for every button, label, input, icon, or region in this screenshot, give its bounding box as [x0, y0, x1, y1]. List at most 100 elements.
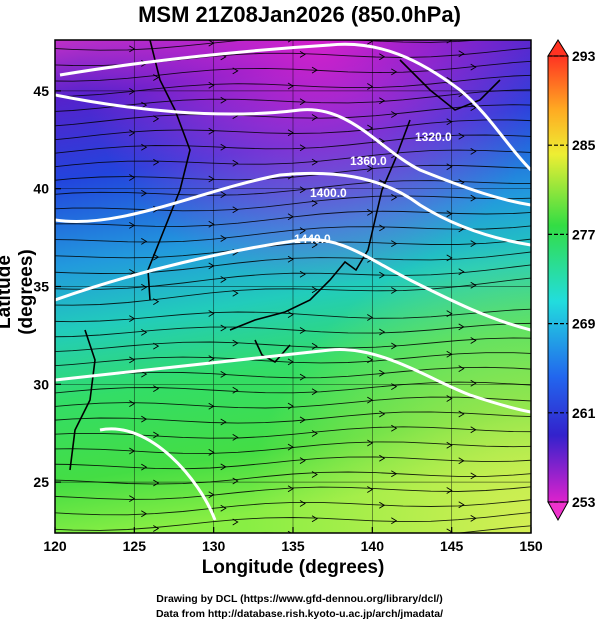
wind-arrowhead [391, 424, 398, 432]
wind-arrowhead [220, 418, 227, 426]
wind-arrowhead [470, 472, 477, 480]
wind-arrowhead [391, 517, 398, 525]
wind-arrowhead [458, 457, 465, 465]
wind-arrowhead [299, 500, 306, 507]
wind-arrowhead [220, 276, 227, 283]
wind-arrowhead [311, 158, 318, 166]
y-axis-ticks: 25 30 35 40 45 [33, 83, 61, 490]
wind-arrowhead [153, 115, 160, 123]
wind-arrowhead [141, 143, 148, 151]
wind-arrowhead [311, 286, 318, 294]
wind-arrowhead [153, 158, 160, 166]
contour-label-1440: 1440.0 [294, 232, 331, 246]
wind-arrowhead [458, 501, 465, 509]
wind-arrowhead [311, 515, 318, 523]
contour-label-1360: 1360.0 [350, 154, 387, 168]
wind-arrowhead [141, 329, 148, 336]
wind-arrowhead [311, 388, 318, 396]
wind-arrowhead [458, 323, 465, 331]
wind-arrowhead [299, 98, 306, 106]
colorbar-tick-label: 285 [572, 137, 596, 153]
wind-arrowhead [220, 96, 227, 104]
wind-arrowhead [391, 68, 398, 76]
x-tick-label: 125 [123, 538, 147, 554]
x-tick-label: 150 [519, 538, 543, 554]
wind-arrowhead [391, 470, 398, 478]
colorbar-tick-label: 269 [572, 316, 596, 332]
wind-arrowhead [220, 191, 227, 198]
wind-arrowhead [470, 337, 477, 344]
graticule [55, 40, 531, 533]
wind-arrowhead [299, 186, 306, 194]
streamline [55, 40, 484, 51]
wind-arrowhead [232, 477, 239, 485]
wind-arrowhead [379, 501, 386, 509]
wind-arrowhead [299, 416, 306, 424]
credit-data-source: Data from http://database.rish.kyoto-u.a… [155, 608, 444, 620]
wind-arrowhead [379, 410, 386, 418]
y-tick-label: 25 [33, 474, 49, 490]
wind-arrowhead [153, 385, 160, 392]
wind-arrowhead [220, 371, 227, 378]
wind-arrowhead [379, 328, 386, 336]
x-tick-label: 130 [202, 538, 226, 554]
x-tick-label: 120 [43, 538, 67, 554]
wind-arrowhead [391, 194, 398, 201]
wind-arrowhead [141, 101, 148, 109]
y-tick-label: 45 [33, 83, 49, 99]
wind-arrowhead [311, 114, 318, 121]
wind-arrowhead [458, 50, 465, 58]
wind-arrowhead [153, 525, 160, 532]
wind-arrowhead [220, 504, 227, 512]
wind-arrowhead [299, 270, 306, 278]
wind-arrowhead [232, 67, 239, 75]
y-tick-label: 40 [33, 181, 49, 197]
colorbar-min-arrow [547, 501, 569, 522]
contour-label-1320: 1320.0 [415, 130, 452, 144]
wind-arrowhead [141, 189, 148, 197]
wind-arrowhead [141, 510, 148, 518]
wind-arrowhead [470, 281, 477, 289]
y-tick-label: 30 [33, 376, 49, 392]
wind-arrowhead [232, 386, 239, 394]
wind-arrowhead [220, 324, 227, 332]
wind-arrowhead [232, 159, 239, 167]
wind-arrowhead [391, 111, 398, 118]
wind-arrowhead [379, 97, 386, 105]
wind-arrowhead [220, 143, 227, 151]
wind-arrowhead [153, 342, 160, 350]
contour-label-1400: 1400.0 [310, 186, 347, 200]
wind-arrowhead [470, 194, 477, 202]
wind-arrowhead [299, 144, 306, 152]
wind-arrowhead [153, 253, 160, 261]
wind-arrowhead [311, 430, 318, 437]
wind-arrowhead [299, 373, 306, 381]
wind-arrowhead [220, 463, 227, 471]
wind-arrowhead [141, 463, 148, 471]
wind-arrowhead [141, 370, 148, 378]
x-tick-label: 135 [281, 538, 305, 554]
wind-arrowhead [470, 379, 477, 387]
wind-arrowhead [470, 63, 477, 71]
wind-arrowhead [458, 410, 465, 418]
wind-arrowhead [232, 518, 239, 526]
wind-arrowhead [232, 206, 239, 214]
chart-title: MSM 21Z08Jan2026 (850.0hPa) [138, 2, 461, 27]
x-tick-label: 145 [440, 538, 464, 554]
wind-arrowhead [391, 342, 398, 350]
credit-drawing: Drawing by DCL (https://www.gfd-dennou.o… [156, 593, 443, 605]
height-contours [55, 42, 531, 521]
colorbar-tick-label: 261 [572, 405, 596, 421]
wind-arrowhead [141, 415, 148, 423]
wind-arrowhead [232, 434, 239, 441]
wind-arrowhead [379, 53, 386, 61]
coastlines [69, 40, 501, 471]
colorbar-max-arrow [547, 39, 569, 57]
wind-arrowhead [299, 51, 306, 58]
wind-arrowhead [287, 40, 293, 43]
wind-arrowhead [287, 530, 292, 533]
wind-arrowhead [299, 227, 306, 234]
wind-arrowhead [470, 240, 477, 247]
x-axis-ticks: 120 125 130 135 140 145 150 [43, 527, 543, 554]
